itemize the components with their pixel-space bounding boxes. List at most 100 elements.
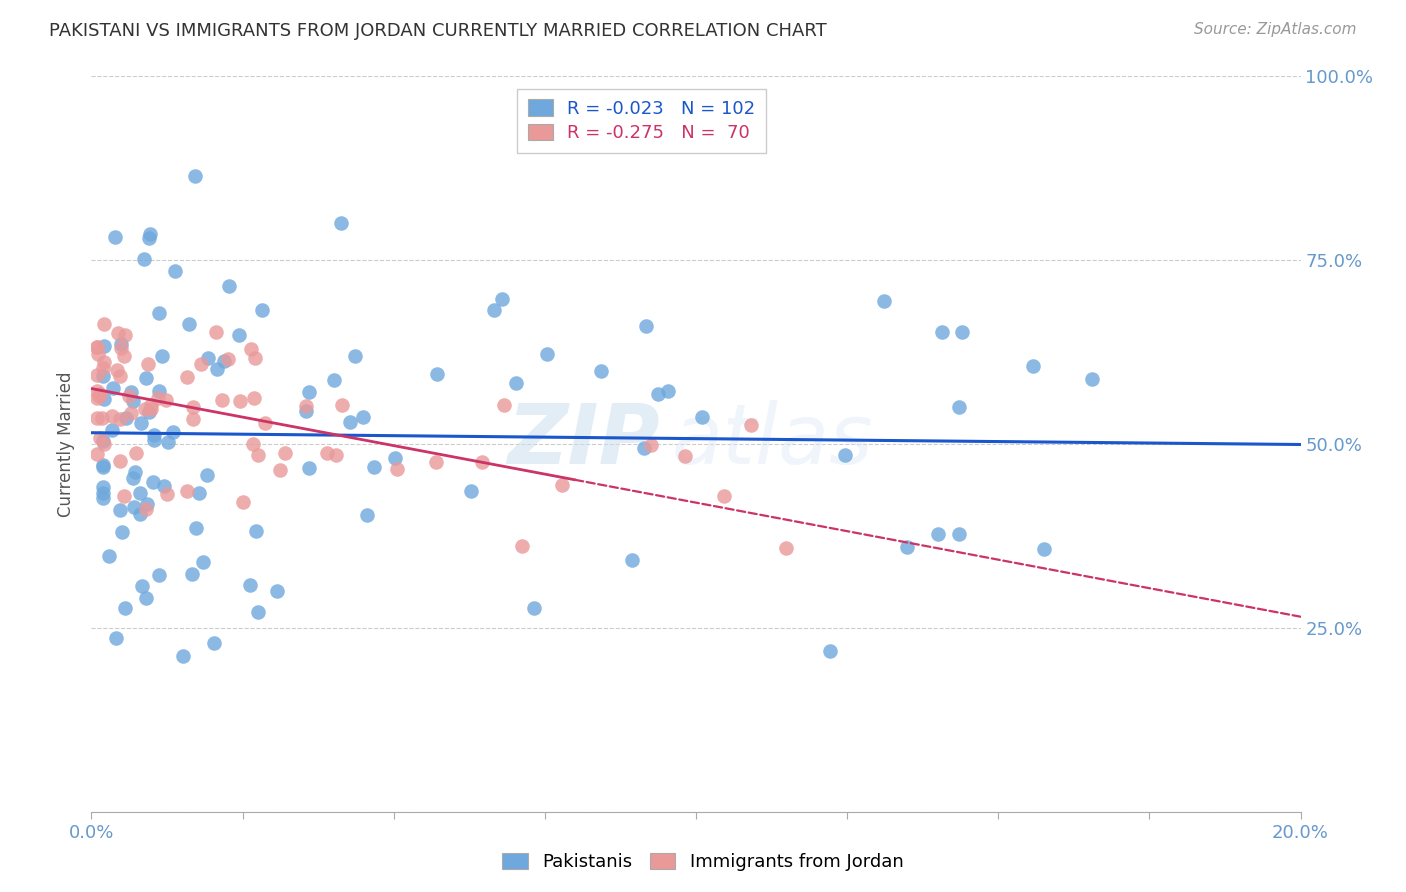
Point	[740, 418, 762, 433]
Point	[101, 381, 124, 395]
Point	[86, 391, 108, 405]
Point	[775, 541, 797, 556]
Point	[931, 325, 953, 339]
Point	[105, 362, 128, 376]
Point	[229, 393, 252, 408]
Point	[156, 486, 179, 500]
Point	[1032, 542, 1054, 557]
Point	[86, 447, 108, 461]
Point	[713, 489, 735, 503]
Point	[142, 475, 165, 490]
Point	[621, 553, 644, 567]
Point	[633, 442, 655, 456]
Point	[101, 409, 124, 424]
Point	[330, 398, 353, 412]
Point	[232, 494, 254, 508]
Point	[122, 500, 145, 514]
Point	[873, 294, 896, 309]
Point	[177, 317, 200, 331]
Point	[363, 459, 385, 474]
Point	[207, 362, 229, 376]
Point	[112, 489, 135, 503]
Point	[86, 340, 108, 354]
Point	[136, 357, 159, 371]
Point	[180, 567, 202, 582]
Point	[188, 485, 211, 500]
Point	[136, 497, 159, 511]
Point	[138, 405, 160, 419]
Point	[343, 349, 366, 363]
Point	[274, 446, 297, 460]
Point	[339, 415, 361, 429]
Point	[204, 325, 226, 339]
Point	[197, 351, 219, 365]
Point	[110, 411, 132, 425]
Point	[135, 502, 157, 516]
Point	[245, 524, 267, 538]
Point	[114, 328, 136, 343]
Point	[108, 368, 131, 383]
Point	[253, 416, 276, 430]
Point	[176, 484, 198, 499]
Point	[120, 406, 142, 420]
Point	[834, 448, 856, 462]
Point	[323, 373, 346, 387]
Point	[139, 227, 162, 241]
Point	[228, 328, 250, 343]
Point	[471, 455, 494, 469]
Point	[948, 400, 970, 414]
Point	[239, 342, 262, 356]
Point	[329, 216, 352, 230]
Point	[948, 527, 970, 541]
Point	[356, 508, 378, 522]
Point	[243, 392, 266, 406]
Point	[93, 436, 115, 450]
Point	[93, 339, 115, 353]
Point	[93, 491, 115, 505]
Point	[134, 402, 156, 417]
Point	[89, 387, 111, 401]
Point	[89, 431, 111, 445]
Point	[93, 355, 115, 369]
Point	[927, 526, 949, 541]
Text: ZIP: ZIP	[508, 400, 659, 481]
Point	[139, 398, 162, 412]
Point	[107, 326, 129, 340]
Point	[266, 583, 288, 598]
Point	[143, 433, 166, 447]
Point	[252, 302, 274, 317]
Point	[181, 400, 204, 414]
Point	[148, 568, 170, 582]
Point	[155, 392, 177, 407]
Point	[93, 434, 115, 449]
Point	[104, 230, 127, 244]
Point	[217, 352, 239, 367]
Point	[523, 600, 546, 615]
Point	[640, 438, 662, 452]
Point	[195, 468, 218, 483]
Point	[952, 325, 974, 339]
Text: PAKISTANI VS IMMIGRANTS FROM JORDAN CURRENTLY MARRIED CORRELATION CHART: PAKISTANI VS IMMIGRANTS FROM JORDAN CURR…	[49, 22, 827, 40]
Point	[98, 549, 121, 563]
Point	[132, 252, 155, 266]
Point	[87, 389, 110, 403]
Point	[425, 455, 447, 469]
Point	[162, 425, 184, 439]
Point	[148, 384, 170, 398]
Point	[128, 485, 150, 500]
Point	[1022, 359, 1045, 373]
Point	[218, 279, 240, 293]
Point	[647, 387, 669, 401]
Point	[181, 411, 204, 425]
Point	[494, 398, 516, 412]
Point	[211, 392, 233, 407]
Point	[176, 369, 198, 384]
Point	[190, 358, 212, 372]
Point	[129, 508, 152, 522]
Point	[591, 364, 613, 378]
Point	[93, 369, 115, 384]
Point	[141, 401, 163, 416]
Point	[243, 351, 266, 365]
Point	[385, 461, 408, 475]
Point	[91, 361, 114, 376]
